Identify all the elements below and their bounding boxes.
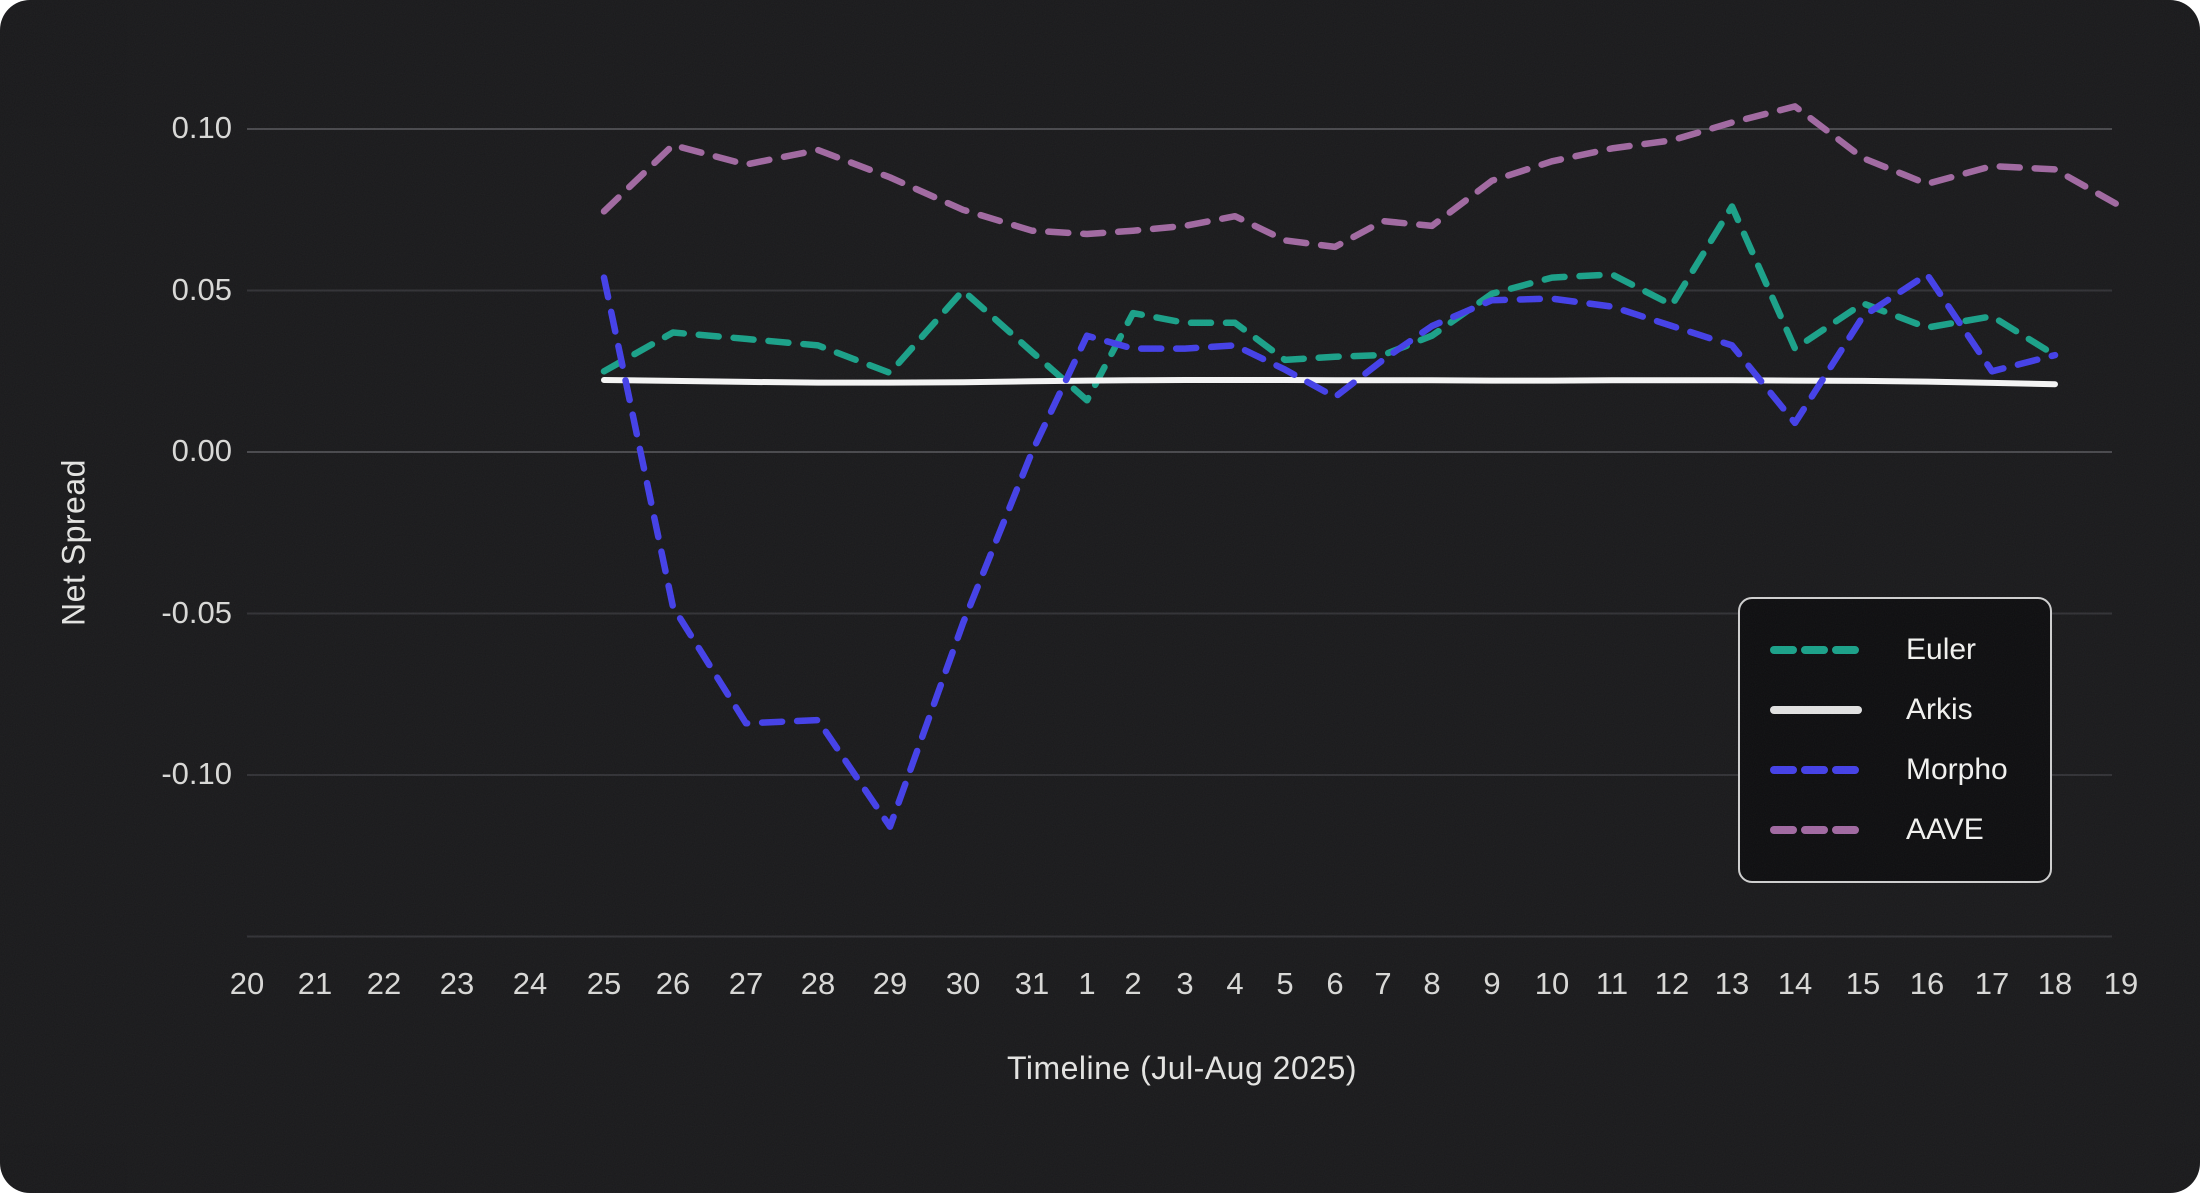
legend-label-aave: AAVE [1906, 813, 1984, 846]
y-tick-label: 0.00 [171, 433, 232, 468]
y-tick-label: 0.10 [171, 110, 232, 145]
y-tick-label: 0.05 [171, 271, 232, 307]
y-tick-label: -0.05 [161, 594, 232, 630]
x-axis-title: Timeline (Jul-Aug 2025) [1006, 1050, 1357, 1086]
x-tick-label: 19 [2103, 966, 2139, 1001]
series-line-arkis [601, 377, 2058, 388]
legend-item-morpho: Morpho [1770, 752, 2050, 788]
y-axis-title: Net Spread [55, 459, 92, 626]
aave-line-swatch-icon [1770, 826, 1862, 834]
y-tick-label: -0.10 [161, 756, 232, 791]
legend-label-morpho: Morpho [1906, 753, 2008, 786]
legend-label-arkis: Arkis [1906, 693, 1973, 726]
legend-item-euler: Euler [1770, 632, 2050, 668]
legend-item-aave: AAVE [1770, 812, 2050, 848]
euler-line-swatch-icon [1770, 646, 1862, 654]
legend: Euler Arkis Morpho AAVE [1738, 597, 2052, 883]
series-line-aave [600, 103, 2125, 251]
legend-label-euler: Euler [1906, 633, 1977, 666]
morpho-line-swatch-icon [1770, 766, 1862, 774]
series-line-euler [600, 203, 2059, 404]
legend-item-arkis: Arkis [1770, 692, 2050, 728]
arkis-line-swatch-icon [1770, 706, 1862, 714]
